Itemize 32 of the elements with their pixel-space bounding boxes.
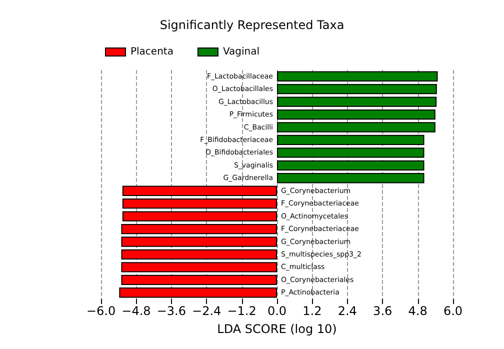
chart-title: Significantly Represented Taxa — [160, 18, 344, 32]
x-tick-label: 1.2 — [302, 304, 322, 318]
legend-label: Vaginal — [222, 46, 260, 58]
bar — [277, 148, 424, 158]
legend-label: Placenta — [130, 46, 174, 58]
x-tick-label: −3.6 — [156, 304, 186, 318]
bar — [277, 71, 438, 82]
bar — [121, 249, 277, 260]
bar — [277, 109, 436, 120]
bar — [121, 262, 277, 272]
bar — [122, 198, 277, 209]
x-tick-label: −1.2 — [227, 304, 256, 318]
x-tick-label: 3.6 — [373, 304, 392, 318]
x-tick-label: −4.8 — [122, 304, 151, 318]
bar — [122, 211, 277, 222]
bar — [277, 160, 424, 171]
bar — [277, 84, 437, 94]
x-tick-label: 6.0 — [443, 304, 463, 318]
x-tick-label: −2.4 — [192, 304, 222, 318]
bar — [277, 134, 424, 146]
bar — [121, 236, 277, 247]
x-axis-title: LDA SCORE (log 10) — [217, 322, 337, 336]
bar — [277, 173, 424, 184]
x-tick-label: −6.0 — [86, 304, 116, 318]
bar — [277, 122, 436, 132]
x-tick-label: 2.4 — [338, 304, 357, 318]
x-tick-label: 0.0 — [267, 304, 287, 318]
bar — [121, 224, 277, 234]
bar — [122, 186, 277, 196]
x-tick-label: 4.8 — [408, 304, 428, 318]
bar — [121, 274, 277, 286]
bar — [277, 96, 437, 107]
